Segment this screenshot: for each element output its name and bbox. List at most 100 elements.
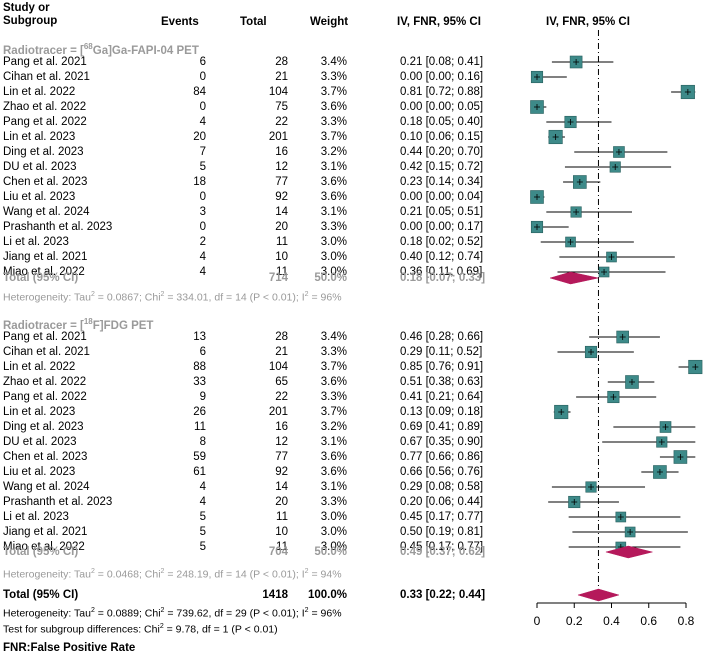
study-events: 5 [199, 511, 206, 523]
study-events: 84 [193, 86, 206, 98]
study-weight: 3.0% [320, 266, 347, 278]
header-study-text: Study or Subgroup [3, 2, 58, 27]
study-events: 5 [199, 161, 206, 173]
study-name: Lin et al. 2022 [3, 86, 76, 98]
study-events: 4 [199, 481, 206, 493]
study-name: Pang et al. 2022 [3, 116, 87, 128]
study-events: 6 [199, 346, 206, 358]
study-events: 4 [199, 116, 206, 128]
study-weight: 3.0% [320, 251, 347, 263]
study-events: 5 [199, 526, 206, 538]
group1-label-sup: 68 [83, 42, 93, 51]
study-weight: 3.1% [320, 161, 347, 173]
group1-total-weight: 50.0% [314, 272, 347, 284]
group1-label-suffix: Ga]Ga-FAPI-04 PET [92, 44, 199, 57]
group1-label-prefix: Radiotracer = [ [3, 44, 84, 57]
study-total: 16 [275, 146, 288, 158]
header-study: Study or Subgroup [3, 2, 57, 28]
study-weight: 3.7% [320, 406, 347, 418]
group2-heterogeneity: Heterogeneity: Tau2 = 0.0468; Chi2 = 248… [3, 565, 342, 582]
study-name: Chen et al. 2023 [3, 451, 88, 463]
x-tick-label: 0.6 [640, 614, 657, 628]
x-tick-label: 0.2 [566, 614, 583, 628]
x-tick-label: 0 [534, 614, 541, 628]
study-weight: 3.4% [320, 331, 347, 343]
g2-het-c: = 248.19, df = 14 (P < 0.01); I [164, 568, 305, 581]
study-weight: 3.3% [320, 221, 347, 233]
study-events: 18 [193, 176, 206, 188]
study-name: Cihan et al. 2021 [3, 71, 90, 83]
study-total: 12 [275, 161, 288, 173]
study-events: 61 [193, 466, 206, 478]
study-ci: 0.18 [0.05; 0.40] [400, 116, 484, 128]
study-name: Lin et al. 2022 [3, 361, 76, 373]
study-weight: 3.6% [320, 191, 347, 203]
study-events: 9 [199, 391, 206, 403]
study-name: Zhao et al. 2022 [3, 376, 87, 388]
study-ci: 0.00 [0.00; 0.05] [400, 101, 484, 113]
study-ci: 0.00 [0.00; 0.04] [400, 191, 484, 203]
study-ci: 0.36 [0.11; 0.69] [400, 266, 483, 278]
study-total: 92 [275, 466, 288, 478]
overall-total-label: Total (95% CI) [3, 589, 79, 601]
study-weight: 3.2% [320, 421, 347, 433]
study-events: 26 [193, 406, 206, 418]
g2-het-a: Heterogeneity: Tau [3, 568, 91, 581]
pooled-diamond-group1 [549, 271, 599, 285]
study-events: 8 [199, 436, 206, 448]
study-ci: 0.00 [0.00; 0.17] [400, 221, 484, 233]
study-events: 20 [193, 131, 206, 143]
footnote: FNR:False Positive Rate [3, 642, 136, 654]
study-total: 77 [275, 176, 288, 188]
study-total: 77 [275, 451, 288, 463]
study-ci: 0.45 [0.17; 0.77] [400, 541, 484, 553]
study-events: 13 [193, 331, 206, 343]
overall-total-n: 1418 [262, 589, 288, 601]
study-ci: 0.21 [0.05; 0.51] [400, 206, 484, 218]
study-events: 0 [199, 101, 206, 113]
group2-total-n: 704 [268, 546, 288, 558]
study-name: Jiang et al. 2021 [3, 526, 88, 538]
ov-het-sup3: 2 [304, 607, 309, 614]
group1-total-label: Total (95% CI) [3, 272, 79, 284]
study-events: 4 [199, 251, 206, 263]
study-events: 2 [199, 236, 206, 248]
header-plot: IV, FNR, 95% CI [546, 16, 630, 28]
study-total: 22 [275, 116, 288, 128]
study-ci: 0.67 [0.35; 0.90] [400, 436, 484, 448]
study-ci: 0.00 [0.00; 0.16] [400, 71, 484, 83]
study-total: 20 [275, 496, 288, 508]
study-events: 33 [193, 376, 206, 388]
study-events: 7 [199, 146, 206, 158]
study-events: 59 [193, 451, 206, 463]
header-events: Events [161, 16, 199, 28]
study-total: 11 [276, 511, 288, 523]
study-ci: 0.18 [0.02; 0.52] [400, 236, 484, 248]
study-name: Liu et al. 2023 [3, 191, 76, 203]
pooled-diamond-overall [577, 588, 620, 602]
study-ci: 0.46 [0.28; 0.66] [400, 331, 484, 343]
g1-het-sup3: 2 [304, 291, 309, 298]
study-name: Li et al. 2023 [3, 511, 69, 523]
header-ci: IV, FNR, 95% CI [397, 16, 481, 28]
study-weight: 3.6% [320, 466, 347, 478]
ov-het-c: = 739.62, df = 29 (P < 0.01); I [164, 607, 305, 620]
group2-total-weight: 50.0% [314, 546, 347, 558]
study-total: 65 [275, 376, 288, 388]
study-weight: 3.3% [320, 496, 347, 508]
study-events: 11 [194, 421, 206, 433]
study-total: 10 [275, 526, 288, 538]
study-total: 11 [276, 236, 288, 248]
sub-test-b: = 9.78, df = 1 (P < 0.01) [163, 623, 278, 636]
study-weight: 3.7% [320, 131, 347, 143]
study-total: 12 [275, 436, 288, 448]
study-ci: 0.77 [0.66; 0.86] [400, 451, 484, 463]
study-name: Chen et al. 2023 [3, 176, 88, 188]
study-name: Li et al. 2023 [3, 236, 69, 248]
study-ci: 0.23 [0.14; 0.34] [400, 176, 484, 188]
group1-total-n: 714 [268, 272, 288, 284]
group2-label-suffix: F]FDG PET [92, 319, 154, 332]
study-total: 22 [275, 391, 288, 403]
study-name: Miao et al. 2022 [3, 541, 85, 553]
study-events: 88 [193, 361, 206, 373]
